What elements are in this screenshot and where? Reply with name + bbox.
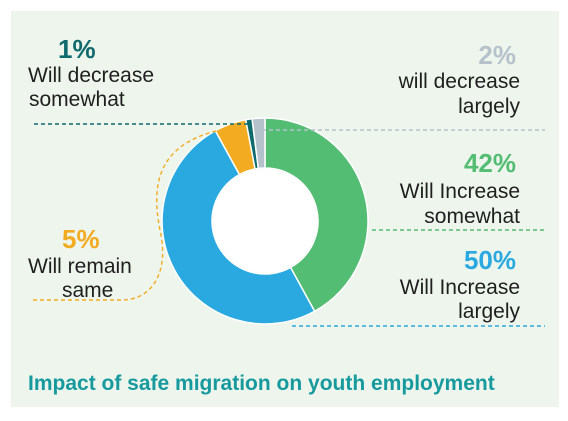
label-increase-somewhat-line1: Will Increase: [399, 180, 520, 203]
label-decrease-largely-line1: will decrease: [398, 70, 520, 93]
pct-label-increase-somewhat: 42%: [463, 148, 516, 178]
label-increase-largely-line2: largely: [458, 300, 520, 323]
label-remain-same-line2: same: [62, 279, 114, 302]
label-increase-largely-line1: Will Increase: [399, 276, 520, 299]
pct-label-decrease-largely: 2%: [478, 40, 516, 70]
chart-title: Impact of safe migration on youth employ…: [28, 372, 495, 395]
label-decrease-somewhat-line2: somewhat: [29, 88, 125, 111]
label-increase-somewhat-line2: somewhat: [424, 205, 520, 228]
label-decrease-somewhat-line1: Will decrease: [28, 64, 155, 87]
leader-line-remain-same: [30, 127, 231, 301]
leader-lines: [30, 123, 545, 327]
donut-hole: [213, 169, 317, 273]
donut-slice-50pct: [161, 129, 316, 325]
donut-slice-42pct: [264, 117, 369, 313]
label-remain-same-line1: Will remain: [28, 255, 132, 278]
donut-slices: [161, 117, 369, 325]
label-decrease-largely-line2: largely: [458, 95, 520, 118]
pct-label-remain-same: 5%: [62, 224, 100, 254]
pct-label-decrease-somewhat: 1%: [58, 34, 96, 64]
pct-label-increase-largely: 50%: [463, 245, 516, 275]
donut-slice-2pct: [251, 117, 266, 170]
